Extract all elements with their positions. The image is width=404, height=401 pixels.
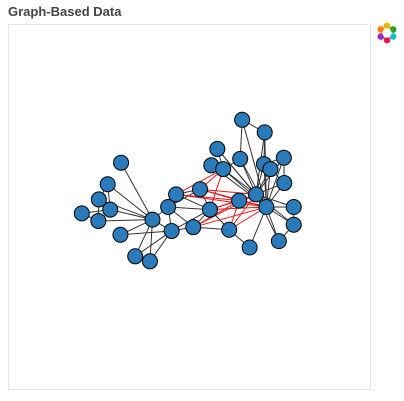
graph-node[interactable]	[160, 199, 177, 215]
graph-edge-highlighted	[193, 206, 267, 228]
graph-node[interactable]	[276, 175, 293, 192]
graph-node[interactable]	[192, 181, 209, 198]
graph-node[interactable]	[127, 248, 144, 265]
graph-edge-highlighted	[176, 193, 240, 202]
nodes-layer	[73, 111, 302, 270]
graph-edge	[120, 162, 153, 220]
graph-node[interactable]	[99, 176, 116, 193]
network-graph[interactable]	[9, 25, 370, 389]
plot-area[interactable]	[8, 24, 371, 390]
graph-node[interactable]	[112, 226, 129, 243]
graph-edge	[216, 148, 257, 195]
graph-node[interactable]	[185, 219, 202, 236]
graph-node[interactable]	[231, 192, 248, 209]
graph-node[interactable]	[73, 205, 90, 222]
graph-edge	[107, 183, 153, 220]
graph-node[interactable]	[221, 221, 238, 238]
graph-node[interactable]	[256, 124, 273, 141]
graph-node[interactable]	[144, 211, 161, 228]
graph-node[interactable]	[258, 199, 275, 215]
graph-edge-highlighted	[176, 193, 267, 208]
plot-title: Graph-Based Data	[8, 4, 122, 19]
graph-node[interactable]	[275, 149, 292, 166]
graph-node[interactable]	[241, 239, 258, 256]
graph-node[interactable]	[113, 154, 130, 171]
graph-node[interactable]	[270, 233, 287, 250]
graph-node[interactable]	[215, 161, 232, 178]
graph-node[interactable]	[285, 216, 302, 233]
graph-edge-highlighted	[199, 188, 257, 195]
graph-edge	[255, 194, 295, 226]
graph-node[interactable]	[201, 201, 218, 218]
bokeh-logo-icon[interactable]	[376, 22, 398, 44]
graph-node[interactable]	[232, 150, 249, 167]
graph-node[interactable]	[209, 140, 226, 157]
graph-node[interactable]	[234, 111, 251, 128]
graph-node[interactable]	[262, 161, 279, 178]
graph-edge	[255, 194, 280, 242]
graph-edge	[98, 219, 153, 222]
graph-node[interactable]	[163, 222, 180, 239]
graph-node[interactable]	[90, 212, 107, 229]
graph-node[interactable]	[285, 199, 302, 215]
graph-node[interactable]	[102, 201, 119, 218]
graph-node[interactable]	[247, 186, 264, 203]
graph-edge	[120, 230, 172, 236]
graph-node[interactable]	[168, 186, 185, 203]
graph-node[interactable]	[141, 253, 158, 270]
graph-node[interactable]	[90, 191, 107, 208]
